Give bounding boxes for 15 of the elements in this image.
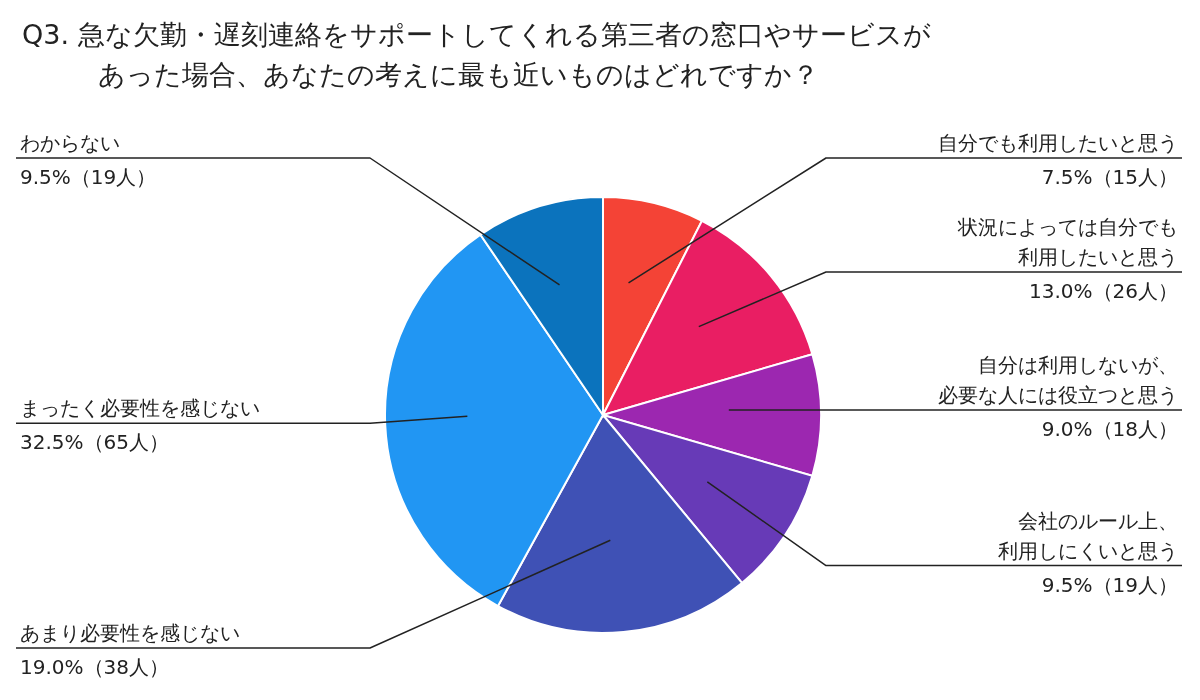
- data-label: 9.5%（19人）: [1041, 572, 1178, 597]
- slice-label: 会社のルール上、利用しにくいと思う: [998, 508, 1178, 563]
- chart-title: Q3. 急な欠勤・遅刻連絡をサポートしてくれる第三者の窓口やサービスがあった場合、あなたの考えに最も近いものはどれですか？: [22, 19, 931, 90]
- slice-label: 状況によっては自分でも利用したいと思う: [957, 215, 1178, 269]
- data-label: 13.0%（26人）: [1029, 279, 1178, 303]
- slice-label: あまり必要性を感じない: [20, 621, 240, 645]
- data-label: 9.0%（18人）: [1041, 417, 1178, 441]
- slice-label: 自分でも利用したいと思う: [938, 131, 1178, 155]
- data-label: 32.5%（65人）: [20, 430, 169, 455]
- data-label: 19.0%（38人）: [20, 655, 169, 679]
- slice-label: まったく必要性を感じない: [20, 396, 260, 421]
- slice-label: わからない: [20, 131, 120, 155]
- slice-label: 自分は利用しないが、必要な人には役立つと思う: [938, 353, 1178, 407]
- data-label: 7.5%（15人）: [1041, 165, 1178, 189]
- data-label: 9.5%（19人）: [20, 165, 157, 189]
